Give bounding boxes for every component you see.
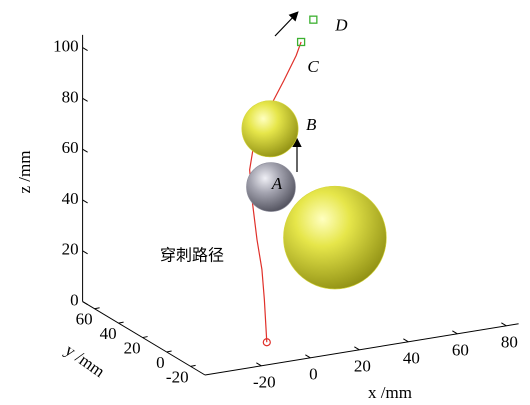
y-tick xyxy=(167,351,172,352)
x-tick xyxy=(452,331,457,334)
sphere-label: A xyxy=(271,174,283,193)
y-tick xyxy=(95,308,100,309)
z-tick-label: 20 xyxy=(62,240,79,259)
z-tick-label: 60 xyxy=(62,138,79,157)
sphere xyxy=(283,186,386,289)
arrow-d xyxy=(275,13,297,36)
z-axis-label: z /mm xyxy=(15,151,34,194)
y-tick-label: 0 xyxy=(156,353,165,372)
annotation-b: B xyxy=(306,115,317,134)
y-axis-label: y /mm xyxy=(61,340,108,381)
x-tick-label: 80 xyxy=(501,333,518,352)
z-tick xyxy=(83,149,88,152)
x-tick-label: 20 xyxy=(354,357,371,376)
x-tick-label: 0 xyxy=(309,365,318,384)
y-tick xyxy=(143,337,148,338)
x-axis-label: x /mm xyxy=(368,383,412,402)
z-tick xyxy=(83,251,88,254)
x-tick xyxy=(403,339,408,342)
y-tick xyxy=(119,322,124,323)
chart: B 穿刺路径 x /mm y /mm z /mm -20020406080-20… xyxy=(0,0,530,405)
z-tick-label: 40 xyxy=(62,189,79,208)
z-tick-label: 0 xyxy=(70,290,79,309)
x-tick-label: 60 xyxy=(452,341,469,360)
z-tick-label: 100 xyxy=(53,36,79,55)
marker-label: C xyxy=(307,57,319,76)
y-tick-label: 20 xyxy=(124,338,141,357)
z-tick xyxy=(83,98,88,101)
x-tick xyxy=(501,323,506,326)
marker-label: D xyxy=(334,16,348,35)
y-tick-label: 60 xyxy=(76,310,93,329)
x-tick-label: -20 xyxy=(253,373,276,392)
y-tick-label: 40 xyxy=(100,324,117,343)
marker xyxy=(310,16,317,23)
x-tick xyxy=(256,363,261,366)
z-tick xyxy=(83,48,88,51)
y-tick-label: -20 xyxy=(166,367,189,386)
path-label: 穿刺路径 xyxy=(160,246,224,265)
x-tick xyxy=(354,347,359,350)
x-tick xyxy=(305,355,310,358)
z-tick xyxy=(83,200,88,203)
y-tick xyxy=(191,365,196,366)
sphere xyxy=(242,101,298,157)
x-tick-label: 40 xyxy=(403,349,420,368)
z-tick xyxy=(83,302,88,305)
z-tick-label: 80 xyxy=(62,87,79,106)
